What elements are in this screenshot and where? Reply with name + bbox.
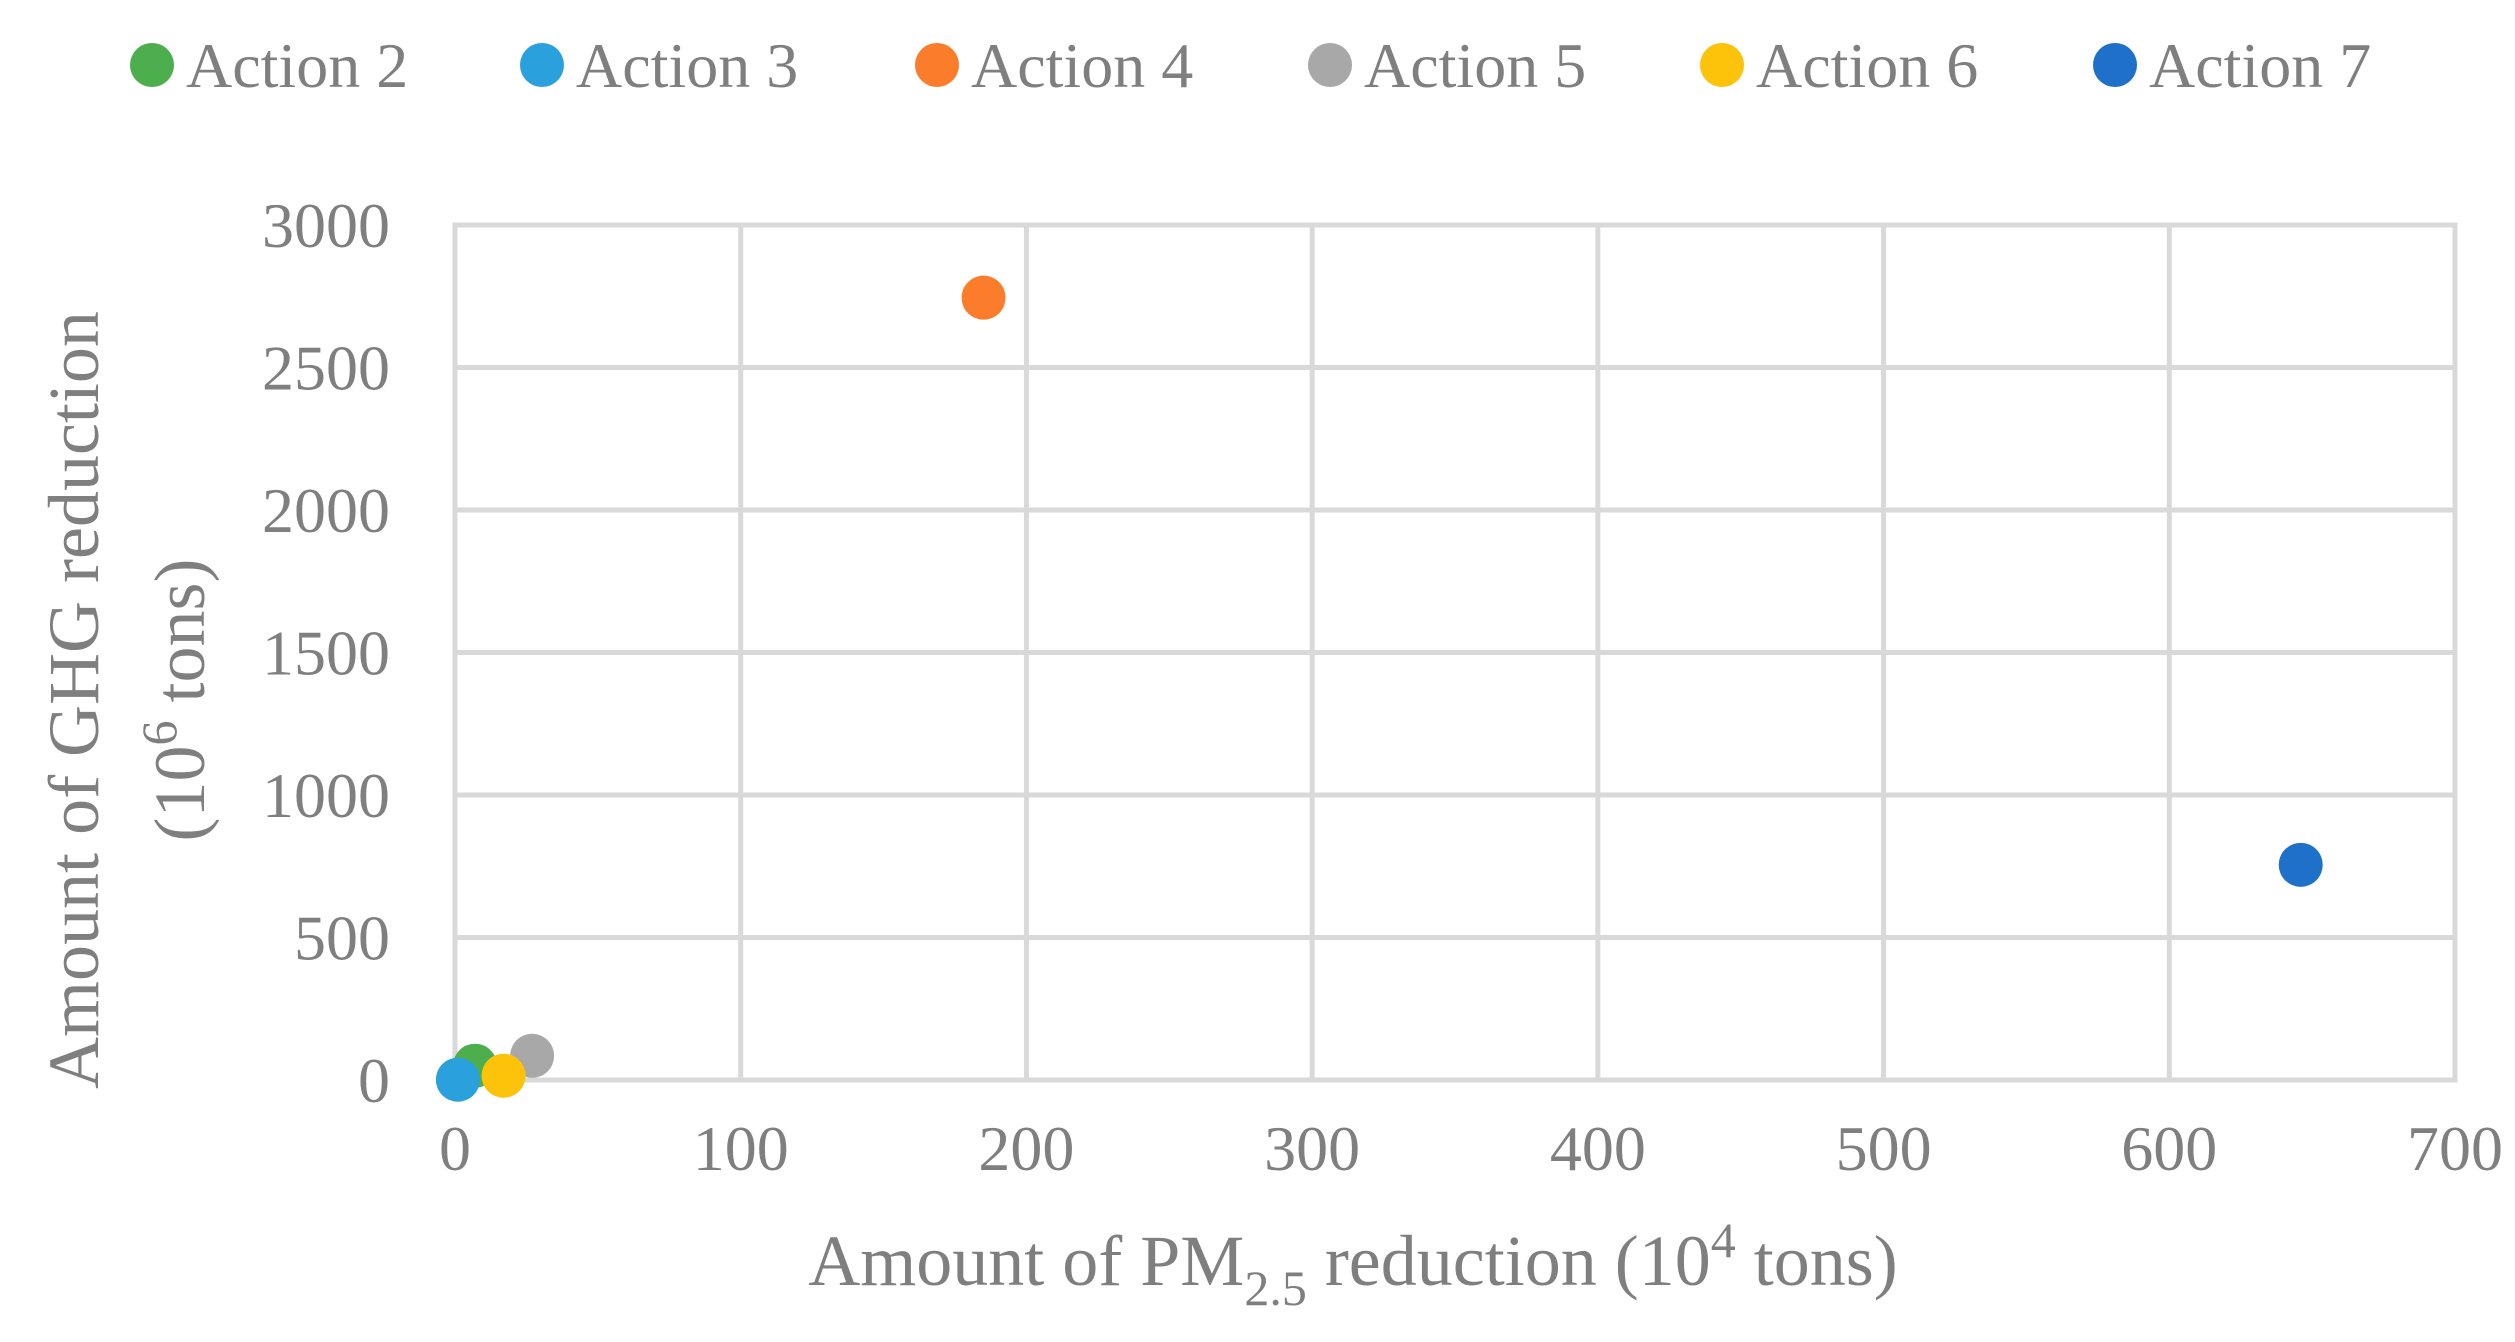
x-tick-label: 300	[1264, 1113, 1360, 1184]
x-tick-label: 100	[693, 1113, 789, 1184]
data-points	[435, 275, 2323, 1102]
y-axis-ticks: 0 500 1000 1500 2000 2500 3000	[262, 190, 390, 1116]
grid	[452, 222, 2458, 1083]
x-title-post: tons)	[1736, 1221, 1898, 1301]
legend-marker	[1308, 43, 1352, 87]
y-title-line2-pre: (10	[140, 746, 220, 842]
legend-marker	[520, 43, 564, 87]
y-tick-label: 500	[294, 903, 390, 974]
x-axis-title: Amount of PM2.5 reduction (104 tons)	[808, 1212, 1897, 1316]
y-tick-label: 2500	[262, 333, 390, 404]
y-tick-label: 0	[358, 1045, 390, 1116]
x-title-mid: reduction (10	[1307, 1221, 1711, 1301]
legend-marker	[1700, 43, 1744, 87]
legend-label: Action 3	[576, 30, 798, 101]
x-tick-label: 600	[2121, 1113, 2217, 1184]
x-title-subscript: 2.5	[1244, 1260, 1307, 1316]
legend-marker	[130, 43, 174, 87]
x-tick-label: 0	[439, 1113, 471, 1184]
x-axis-ticks: 0 100 200 300 400 500 600 700	[439, 1113, 2503, 1184]
x-tick-label: 400	[1550, 1113, 1646, 1184]
x-tick-label: 500	[1836, 1113, 1932, 1184]
data-point	[2278, 842, 2323, 887]
y-tick-label: 1000	[262, 760, 390, 831]
y-title-superscript: 6	[131, 721, 187, 746]
data-point	[961, 275, 1006, 320]
legend-label: Action 5	[1364, 30, 1586, 101]
x-title-superscript: 4	[1711, 1212, 1736, 1268]
legend: Action 2 Action 3 Action 4 Action 5 Action 6…	[130, 30, 2371, 101]
y-tick-label: 2000	[262, 475, 390, 546]
legend-label: Action 4	[971, 30, 1193, 101]
data-point	[481, 1053, 526, 1098]
legend-marker	[915, 43, 959, 87]
x-tick-label: 200	[978, 1113, 1074, 1184]
x-tick-label: 700	[2407, 1113, 2503, 1184]
legend-label: Action 2	[186, 30, 408, 101]
y-tick-label: 1500	[262, 618, 390, 689]
y-axis-title: Amount of GHG reduction (106 tons)	[34, 311, 220, 1089]
legend-label: Action 7	[2149, 30, 2371, 101]
y-tick-label: 3000	[262, 190, 390, 261]
plot-area	[452, 222, 2458, 1083]
y-title-line2: (106 tons)	[131, 559, 220, 842]
legend-label: Action 6	[1756, 30, 1978, 101]
x-title-pre: Amount of PM	[808, 1221, 1244, 1301]
data-point	[435, 1057, 480, 1102]
y-title-line1: Amount of GHG reduction	[34, 311, 114, 1089]
y-title-line2-post: tons)	[140, 559, 220, 721]
legend-marker	[2093, 43, 2137, 87]
